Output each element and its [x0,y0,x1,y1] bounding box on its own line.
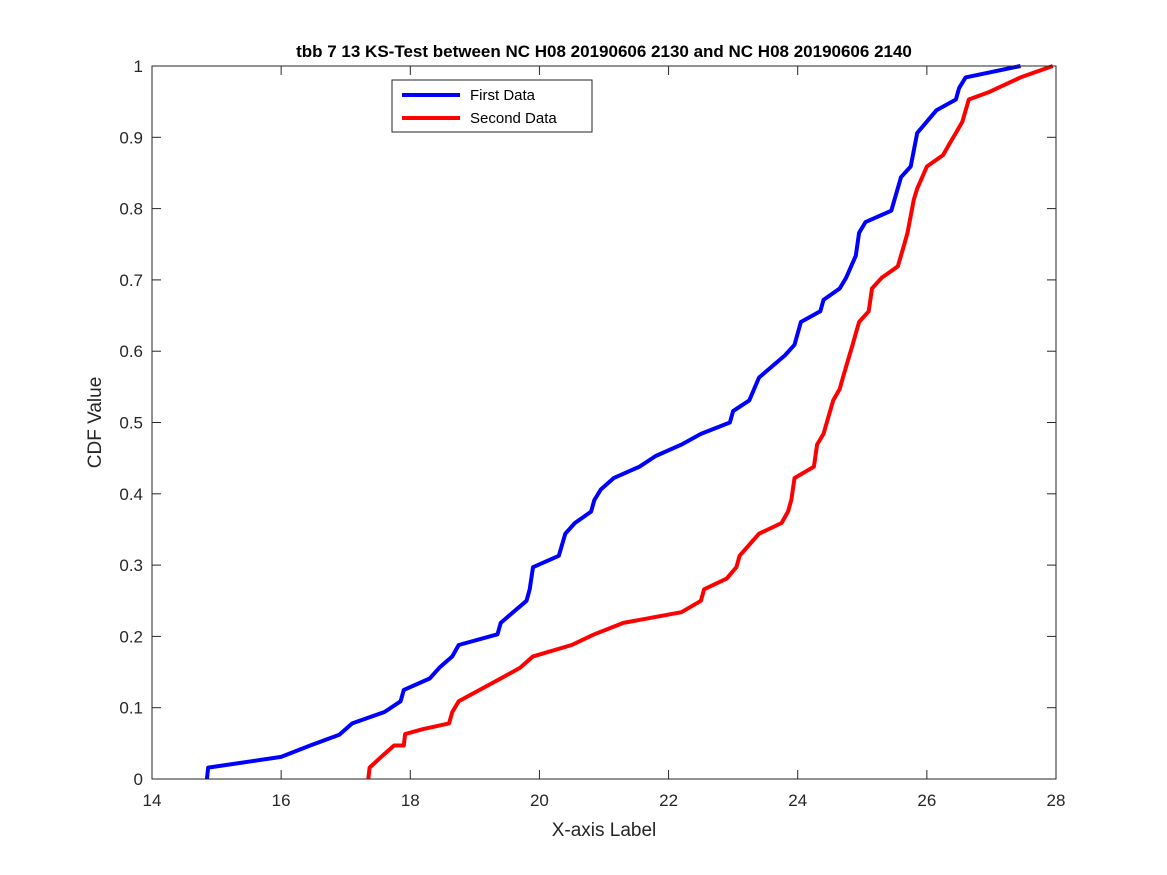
plot-area [152,66,1056,779]
y-tick-label: 0.8 [119,200,143,219]
series-line-first-data [204,64,1021,780]
y-tick-label: 0.5 [119,414,143,433]
legend-entry-label: First Data [470,87,536,104]
y-tick-label: 0.6 [119,342,143,361]
series-layer [204,64,1054,780]
y-axis-label: CDF Value [85,377,106,469]
tick-marks [151,65,1057,780]
x-tick-label: 18 [401,791,420,810]
x-tick-label: 20 [530,791,549,810]
x-tick-label: 22 [659,791,678,810]
legend-entry-label: Second Data [470,110,557,127]
y-tick-label: 0.1 [119,699,143,718]
x-axis-label: X-axis Label [552,820,657,841]
x-tick-label: 26 [917,791,936,810]
x-tick-label: 28 [1047,791,1066,810]
chart-title: tbb 7 13 KS-Test between NC H08 20190606… [296,42,912,61]
y-tick-label: 0 [134,770,143,789]
legend: First Data Second Data [391,79,593,133]
legend-box [391,79,593,133]
axes-box [151,65,1057,780]
x-tick-label: 24 [788,791,807,810]
series-line-second-data [366,64,1054,780]
y-tick-label: 0.4 [119,485,143,504]
y-tick-labels: 0 0.1 0.2 0.3 0.4 0.5 0.6 0.7 0.8 0.9 1 [119,57,143,789]
y-tick-label: 0.9 [119,128,143,147]
x-tick-label: 14 [143,791,162,810]
y-tick-label: 0.3 [119,556,143,575]
x-tick-label: 16 [272,791,291,810]
y-tick-label: 0.2 [119,627,143,646]
y-tick-label: 0.7 [119,271,143,290]
y-tick-label: 1 [134,57,143,76]
x-tick-labels: 14 16 18 20 22 24 26 28 [143,791,1066,810]
